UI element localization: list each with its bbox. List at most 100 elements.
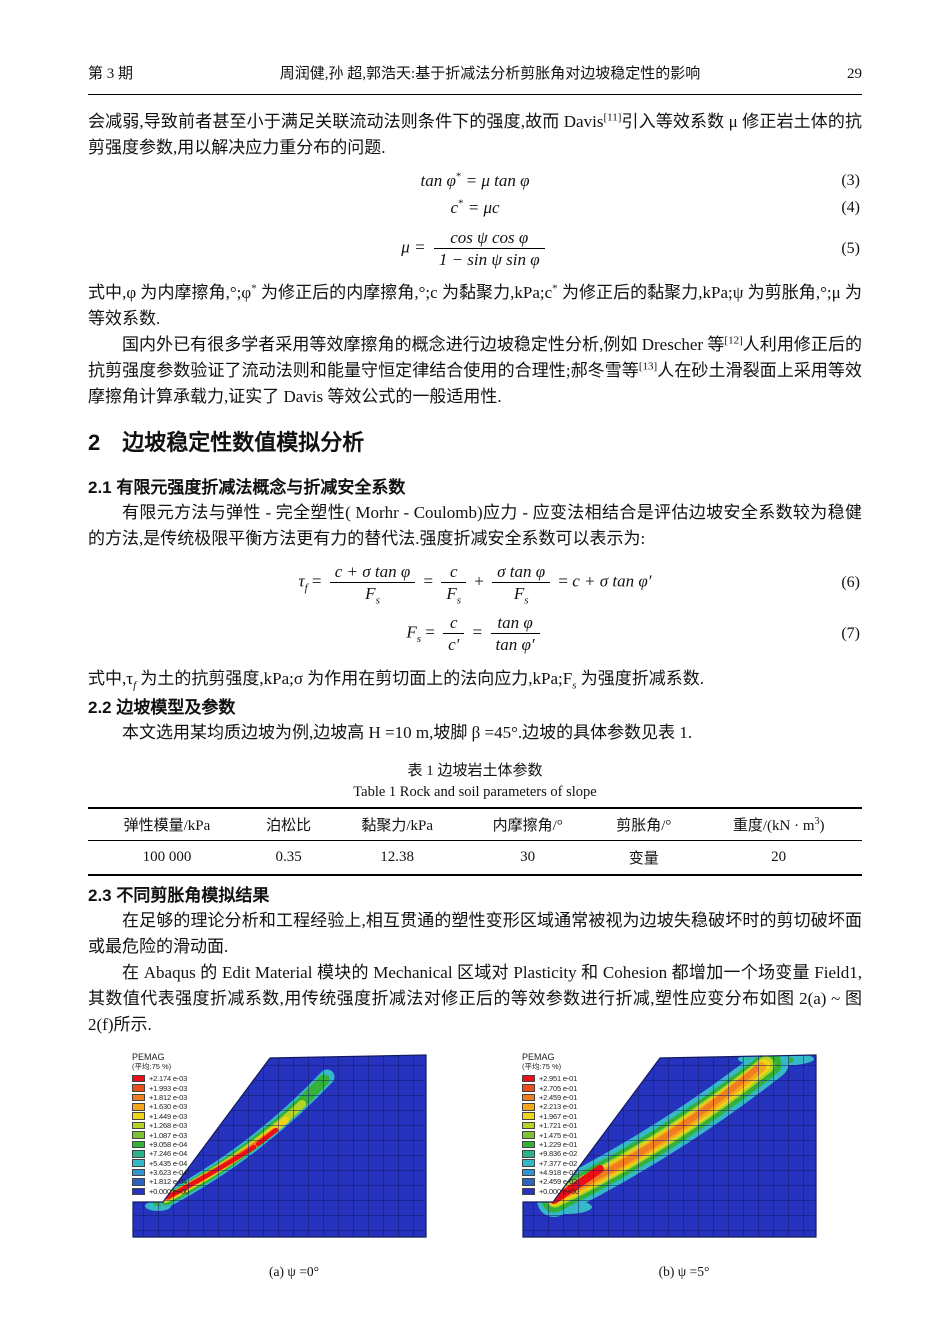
legend-swatch [522, 1187, 535, 1196]
sub-s: s [572, 679, 577, 692]
col-friction-angle: 内摩擦角/° [463, 808, 593, 841]
equation-4: c* = μc (4) [88, 196, 862, 220]
legend-value: +1.993 e-03 [149, 1083, 188, 1093]
paragraph-intro: 会减弱,导致前者甚至小于满足关联流动法则条件下的强度,故而 Davis[11]引… [88, 109, 862, 161]
paragraph-2-1: 有限元方法与弹性 - 完全塑性( Morhr - Coulomb)应力 - 应变… [88, 503, 862, 548]
eq7-f1-den: c′ [448, 635, 460, 654]
figure-2b-block: PEMAG (平均:75 %) +2.951 e-01 +2.705 e-01 … [518, 1050, 850, 1280]
page-number: 29 [847, 66, 862, 82]
equation-6: τf = c + σ tan φ Fs = c Fs + σ tan φ Fs = c… [88, 558, 862, 607]
eq7-equals: = [421, 622, 440, 642]
legend-swatch [522, 1131, 535, 1139]
legend-swatch [522, 1140, 535, 1149]
eq6-f2-num: c [441, 561, 467, 583]
text-run: 为土的抗剪强度,kPa;σ 为作用在剪切面上的法向应力,kPa;F [136, 669, 573, 688]
legend-value: +1.812 e-04 [149, 1177, 188, 1187]
paragraph-literature: 国内外已有很多学者采用等效摩擦角的概念进行边坡稳定性分析,例如 Drescher… [88, 332, 862, 410]
eq5-lhs: μ = [401, 237, 430, 257]
section-2-heading: 2 边坡稳定性数值模拟分析 [88, 428, 862, 458]
cell-friction-angle: 30 [520, 849, 536, 865]
legend-value: +9.058 e-04 [149, 1139, 188, 1149]
sup-star: * [251, 282, 257, 295]
legend-value: +2.951 e-01 [539, 1074, 578, 1084]
legend-value: +2.459 e-02 [539, 1177, 578, 1187]
slope-mesh-contour-b [522, 1054, 817, 1238]
col-cohesion: 黏聚力/kPa [331, 808, 464, 841]
cell-unit-weight: 20 [771, 849, 787, 865]
legend-value: +2.174 e-03 [149, 1074, 188, 1084]
text-run: 为修正后的黏聚力,kPa;ψ 为剪胀角,°;μ 为等效系数. [88, 283, 862, 328]
paragraph-2-3-a: 在足够的理论分析和工程经验上,相互贯通的塑性变形区域通常被视为边坡失稳破坏时的剪… [88, 911, 862, 956]
legend-swatch [132, 1112, 145, 1121]
sub-f: f [133, 679, 137, 692]
section-2-2-heading: 2.2 边坡模型及参数 [88, 698, 236, 717]
eq6-tail: c + σ tan φ′ [572, 571, 652, 591]
legend-swatch [522, 1112, 535, 1121]
text-run: 为修正后的内摩擦角,°;c 为黏聚力,kPa;c [256, 283, 553, 302]
col-dilation-angle: 剪胀角/° [592, 808, 696, 841]
eq6-tau: τ [298, 571, 305, 591]
legend-value: +1.268 e-03 [149, 1121, 188, 1131]
legend-value: +4.918 e-02 [539, 1168, 578, 1178]
legend-value: +1.229 e-01 [539, 1139, 578, 1149]
legend-value: +2.213 e-01 [539, 1102, 578, 1112]
eq6-number: (6) [841, 573, 860, 591]
eq4-sup: * [457, 197, 464, 210]
eq6-f2-den: F [446, 584, 457, 603]
legend-swatch [132, 1159, 145, 1167]
table-1-caption-cn: 表 1 边坡岩土体参数 [407, 763, 543, 779]
cell-dilation-angle: 变量 [628, 851, 659, 867]
col-unit-weight: 重度/(kN · m3) [695, 808, 862, 841]
legend-subtitle: (平均:75 %) [522, 1062, 562, 1071]
table-row: 100 000 0.35 12.38 30 变量 20 [88, 841, 862, 876]
eq3-sup: * [455, 170, 462, 183]
eq7-fraction-2: tan φ tan φ′ [490, 612, 540, 655]
eq3-number: (3) [841, 172, 860, 189]
paragraph-symbol-definitions-2: 式中,τf 为土的抗剪强度,kPa;σ 为作用在剪切面上的法向应力,kPa;Fs… [88, 666, 862, 692]
text-run: 为强度折减系数. [576, 669, 705, 688]
eq6-f3-den-sub: s [524, 594, 529, 607]
legend-value: +1.967 e-01 [539, 1111, 578, 1121]
eq7-number: (7) [841, 624, 860, 642]
legend-swatch [522, 1084, 535, 1092]
table-1: 弹性模量/kPa 泊松比 黏聚力/kPa 内摩擦角/° 剪胀角/° 重度/(kN… [88, 807, 862, 876]
eq6-equals-3: = [554, 571, 573, 591]
text-run: 人在砂土滑裂面上采用等效摩擦角计算承载力,证实了 Davis 等效公式的一般适用… [88, 361, 863, 406]
legend-value: +2.705 e-01 [539, 1083, 578, 1093]
legend-value: +3.623 e-04 [149, 1168, 188, 1178]
paragraph-2-2: 本文选用某均质边坡为例,边坡高 H =10 m,坡脚 β =45°.边坡的具体参… [122, 723, 693, 742]
paragraph-symbol-definitions-1: 式中,φ 为内摩擦角,°;φ* 为修正后的内摩擦角,°;c 为黏聚力,kPa;c… [88, 280, 862, 332]
legend-swatch [132, 1131, 145, 1139]
legend-value: +1.630 e-03 [149, 1102, 188, 1112]
legend-swatch [132, 1074, 145, 1083]
legend-swatch [132, 1150, 145, 1158]
section-2-1-heading: 2.1 有限元强度折减法概念与折减安全系数 [88, 478, 406, 497]
contour-legend-a: PEMAG (平均:75 %) +2.174 e-03 +1.993 e-03 … [132, 1052, 189, 1196]
table-header-row: 弹性模量/kPa 泊松比 黏聚力/kPa 内摩擦角/° 剪胀角/° 重度/(kN… [88, 808, 862, 841]
eq6-f1-den: F [365, 584, 376, 603]
eq5-number: (5) [841, 239, 860, 257]
journal-issue: 第 3 期 [88, 66, 134, 82]
legend-value: +2.459 e-01 [539, 1092, 578, 1102]
figure-2b-caption: (b) ψ =5° [658, 1264, 710, 1279]
figure-2-row: PEMAG (平均:75 %) +2.174 e-03 +1.993 e-03 … [88, 1050, 862, 1280]
text-run: 引入等效系数 μ 修正岩土体的抗剪强度参数,用以解决应力重分布的问题. [88, 112, 862, 157]
citation-ref-13: [13] [638, 360, 658, 373]
eq6-equals: = [307, 571, 326, 591]
page-header: 第 3 期 周润健,孙 超,郭浩天:基于折减法分析剪胀角对边坡稳定性的影响 29 [88, 0, 862, 95]
text-run: 国内外已有很多学者采用等效摩擦角的概念进行边坡稳定性分析,例如 Drescher… [122, 335, 725, 354]
legend-swatch [522, 1168, 535, 1177]
legend-swatch [132, 1093, 145, 1102]
sup-star: * [552, 282, 558, 295]
eq6-f3-num: σ tan φ [492, 561, 551, 583]
eq3-lhs: tan φ [420, 171, 456, 190]
legend-swatch [132, 1121, 145, 1130]
eq5-denominator: 1 − sin ψ sin φ [438, 250, 540, 269]
eq6-f2-den-sub: s [456, 594, 462, 607]
eq7-F-sub: s [416, 632, 422, 645]
col-poisson-ratio: 泊松比 [245, 808, 332, 841]
col-elastic-modulus: 弹性模量/kPa [88, 808, 246, 841]
text-run: 式中,τ [88, 669, 134, 688]
